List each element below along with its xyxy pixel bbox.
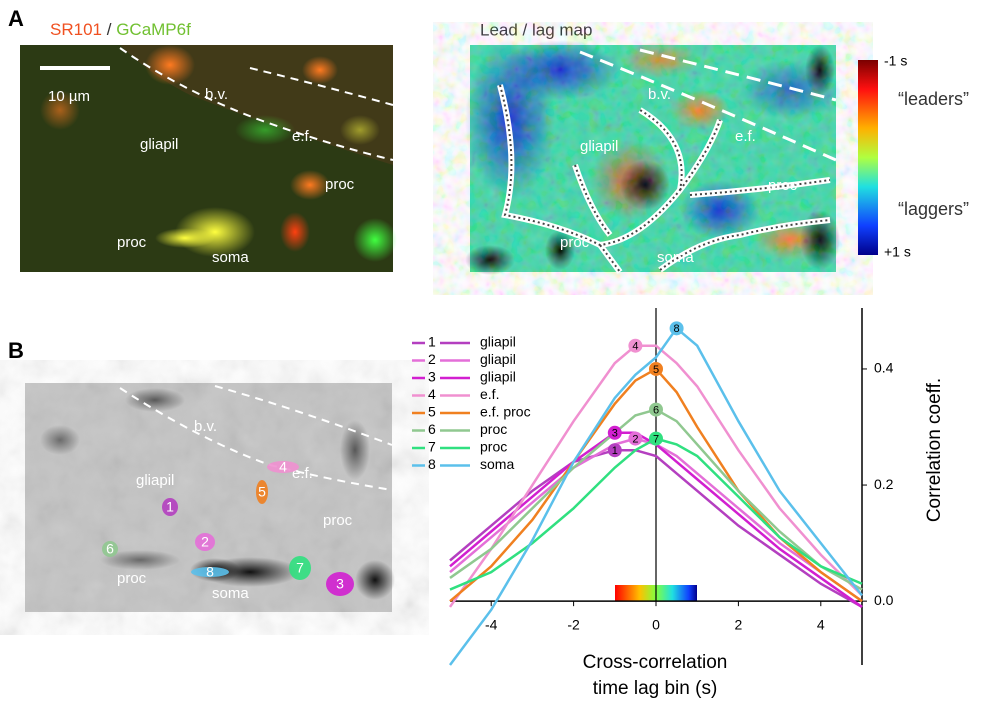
legend-id: 4 (428, 386, 436, 402)
peak-label: 8 (674, 323, 680, 335)
colorbar-note: “leaders” (898, 89, 969, 109)
region-label: proc (768, 177, 798, 194)
legend-label: gliapil (480, 369, 516, 385)
legend-label: proc (480, 421, 507, 437)
x-tick-label: -4 (485, 617, 498, 633)
region-label: e.f. (735, 128, 756, 145)
legend-label: soma (480, 456, 514, 472)
legend-id: 2 (428, 351, 436, 367)
lead-lag-map (465, 40, 878, 275)
region-label: b.v. (648, 86, 671, 103)
region-label: b.v. (205, 86, 228, 103)
legend-label: gliapil (480, 334, 516, 350)
y-axis-label: Correlation coeff. (924, 378, 945, 522)
x-tick-label: 4 (817, 617, 825, 633)
legend-id: 8 (428, 456, 436, 472)
region-label: proc (325, 176, 355, 193)
region-label: b.v. (194, 418, 217, 435)
y-tick-label: 0.4 (874, 360, 894, 376)
colorbar-note: “laggers” (898, 199, 969, 219)
peak-label: 5 (653, 364, 659, 376)
peak-label: 4 (632, 341, 638, 353)
region-label: soma (657, 249, 694, 266)
x-tick-label: -2 (567, 617, 580, 633)
peak-label: 7 (653, 434, 659, 446)
panel-letter: B (8, 338, 24, 363)
x-axis-label: Cross-correlation (583, 652, 728, 673)
legend-label: e.f. (480, 386, 499, 402)
legend-label: gliapil (480, 351, 516, 367)
roi-label: 6 (106, 541, 114, 557)
region-label: proc (117, 570, 147, 587)
legend-id: 6 (428, 421, 436, 437)
y-tick-label: 0.2 (874, 476, 894, 492)
legend-label: e.f. proc (480, 404, 531, 420)
peak-label: 3 (612, 428, 618, 440)
y-tick-label: 0.0 (874, 592, 894, 608)
region-label: gliapil (580, 138, 618, 155)
peak-label: 2 (632, 434, 638, 446)
legend-id: 1 (428, 334, 436, 350)
region-label: gliapil (136, 472, 174, 489)
x-axis-label: time lag bin (s) (593, 678, 718, 699)
roi-label: 2 (201, 534, 209, 550)
image-title: SR101 / GCaMP6f (50, 20, 191, 39)
roi-label: 3 (336, 576, 344, 592)
legend-id: 3 (428, 369, 436, 385)
region-label: proc (117, 234, 147, 251)
region-label: gliapil (140, 136, 178, 153)
legend-label: proc (480, 439, 507, 455)
roi-label: 5 (258, 484, 266, 500)
panel-letter: A (8, 6, 24, 31)
figure: A SR101 / GCaMP6f 10 µm b.v. e.f. gliapi… (0, 0, 992, 701)
region-label: soma (212, 585, 249, 602)
roi-label: 4 (279, 459, 287, 475)
x-tick-label: 2 (735, 617, 743, 633)
region-label: proc (560, 234, 590, 251)
fluorescence-image (20, 45, 397, 272)
roi-label: 8 (206, 564, 214, 580)
map-title: Lead / lag map (480, 20, 592, 39)
x-tick-label: 0 (652, 617, 660, 633)
scale-bar-label: 10 µm (48, 88, 90, 105)
legend-id: 5 (428, 404, 436, 420)
region-label: e.f. (292, 128, 313, 145)
region-label: soma (212, 249, 249, 266)
colorbar-label: -1 s (884, 53, 907, 69)
region-label: proc (323, 512, 353, 529)
roi-label: 7 (296, 560, 304, 576)
peak-label: 1 (612, 445, 618, 457)
roi-label: 1 (166, 499, 174, 515)
colorbar-label: +1 s (884, 244, 911, 260)
peak-label: 6 (653, 404, 659, 416)
legend-id: 7 (428, 439, 436, 455)
